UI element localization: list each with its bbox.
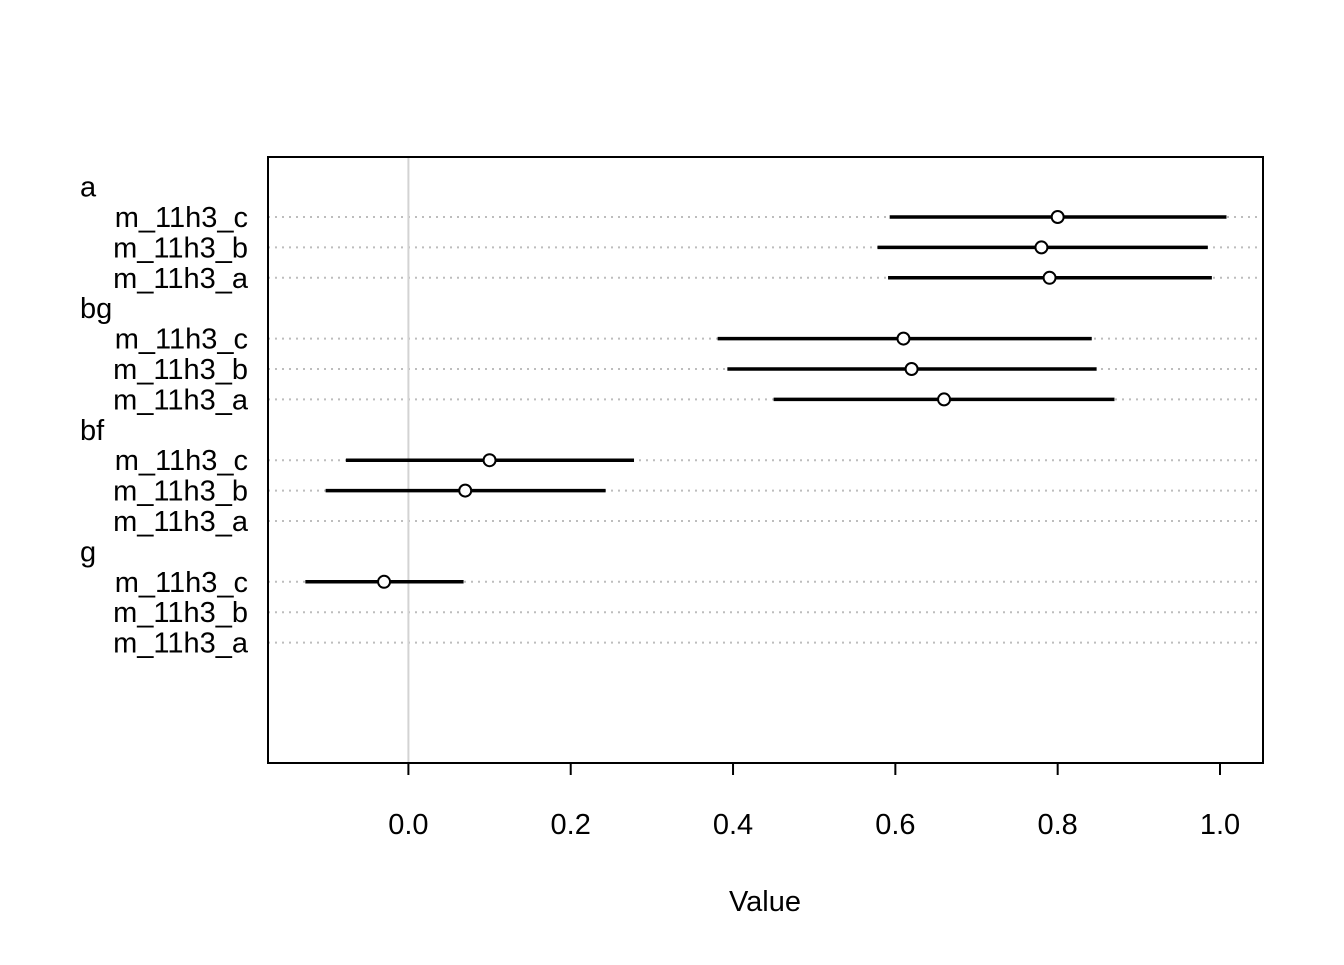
x-tick-label: 1.0 [1200,809,1240,841]
row-label: m_11h3_c [115,202,248,234]
plot-frame [267,156,1264,764]
estimate-point [937,392,952,407]
row-label: m_11h3_c [115,445,248,477]
group-label: bg [80,293,112,325]
estimate-point [1042,270,1057,285]
estimate-point [1050,210,1065,224]
row-label: m_11h3_c [115,324,248,356]
grid-layer [268,216,1263,644]
x-axis-title: Value [729,886,801,918]
x-tick-label: 0.2 [551,809,591,841]
estimate-point [482,453,497,468]
x-tick-label: 0.8 [1038,809,1078,841]
estimate-point [458,483,473,498]
row-label: m_11h3_b [113,597,248,629]
x-tick-label: 0.4 [713,809,753,841]
row-label: m_11h3_b [113,354,248,386]
row-label: m_11h3_b [113,232,248,264]
row-label: m_11h3_b [113,476,248,508]
x-axis: 0.0 0.2 0.4 0.6 0.8 1.0 [388,763,1240,841]
point-layer [377,210,1065,589]
x-tick-label: 0.6 [875,809,915,841]
estimate-point [904,362,919,376]
row-label: m_11h3_a [113,384,249,416]
estimate-point [896,331,911,346]
row-label-layer: am_11h3_cm_11h3_bm_11h3_abgm_11h3_cm_11h… [80,172,249,660]
group-label: g [80,536,96,568]
x-tick-label: 0.0 [388,809,428,841]
row-label: m_11h3_a [113,628,249,660]
group-label: bf [80,415,105,447]
estimate-point [377,574,392,589]
row-label: m_11h3_a [113,506,249,538]
row-label: m_11h3_a [113,263,249,295]
group-label: a [80,172,97,204]
estimate-point [1034,240,1049,255]
row-label: m_11h3_c [115,567,248,599]
